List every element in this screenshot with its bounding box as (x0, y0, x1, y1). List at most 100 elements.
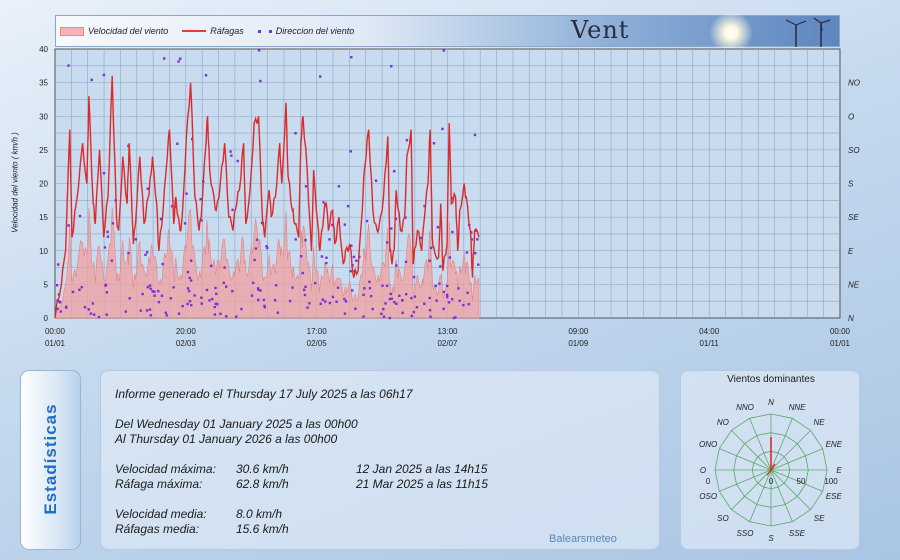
direction-point (401, 299, 404, 302)
rose-direction-label: NO (717, 418, 729, 427)
direction-point (325, 256, 328, 259)
direction-point (405, 138, 409, 142)
direction-point (165, 314, 168, 317)
direction-point (257, 298, 260, 302)
wind-rose: N NNE NE ENE E ESE SE SSE S SSO SO OSO O ONO NO NNO 0 0 50… (699, 398, 843, 543)
direction-point (435, 299, 438, 302)
direction-point (276, 311, 280, 314)
direction-point (344, 300, 348, 303)
direction-point (343, 297, 346, 301)
direction-point (395, 302, 398, 305)
rose-direction-label: ENE (826, 440, 843, 449)
stats-tab[interactable]: Estadísticas (20, 370, 81, 550)
direction-point (349, 150, 352, 153)
direction-point (234, 315, 238, 318)
direction-point (157, 300, 161, 304)
direction-point (322, 201, 325, 204)
rose-spoke (749, 469, 772, 522)
direction-point (337, 185, 341, 188)
direction-point (67, 64, 70, 67)
chart-title: Vent (571, 16, 630, 44)
max-gust-date: 21 Mar 2025 a las 11h15 (356, 477, 488, 491)
direction-point (176, 142, 179, 145)
direction-point (343, 223, 347, 226)
direction-point (151, 290, 154, 293)
direction-point (164, 311, 168, 314)
rose-direction-label: ONO (699, 440, 717, 449)
direction-point (466, 291, 469, 295)
direction-point (470, 238, 474, 241)
rose-spoke (770, 448, 823, 471)
direction-point (78, 288, 81, 292)
direction-point (262, 298, 266, 302)
direction-point (362, 315, 365, 318)
direction-point (141, 292, 144, 296)
legend-label-direction: Direccion del viento (275, 26, 355, 36)
direction-point (331, 223, 334, 227)
direction-point (153, 294, 156, 297)
rose-direction-label: E (836, 466, 842, 475)
direction-tick-label: N (848, 314, 854, 323)
direction-point (214, 286, 217, 290)
direction-point (294, 238, 297, 241)
direction-point (325, 261, 328, 265)
direction-point (193, 294, 196, 297)
direction-point (404, 216, 407, 219)
dot-swatch (257, 29, 272, 33)
direction-point (205, 288, 209, 292)
gust-line (54, 75, 480, 319)
direction-point (183, 222, 187, 225)
x-tick-date: 01/11 (699, 339, 719, 348)
wind-rose-panel: Vientos dominantes N NNE NE ENE E ESE SE SSE S SS… (680, 370, 860, 550)
rose-minor-spoke (766, 469, 772, 476)
y-tick-label: 5 (44, 280, 49, 289)
rose-scale-label: 100 (824, 477, 838, 486)
direction-point (331, 295, 335, 299)
direction-point (256, 287, 260, 290)
direction-point (473, 133, 477, 137)
direction-point (259, 79, 262, 83)
rose-direction-label: OSO (699, 492, 717, 501)
direction-point (350, 289, 354, 292)
direction-point (97, 315, 101, 319)
direction-point (304, 238, 307, 242)
direction-point (259, 289, 262, 292)
x-tick-time: 20:00 (176, 327, 197, 336)
direction-point (146, 285, 150, 289)
direction-point (186, 302, 189, 306)
x-tick-date: 01/01 (45, 339, 66, 348)
direction-point (200, 296, 203, 299)
wind-chart: 0 5 10 15 20 25 30 35 40 N NE E SE S SO O NO 00:00 01/01… (39, 45, 860, 348)
direction-point (454, 316, 457, 319)
direction-point (229, 150, 232, 153)
direction-point (335, 300, 338, 303)
direction-point (213, 305, 216, 309)
rose-scale-label: 0 (769, 477, 774, 486)
direction-point (209, 264, 213, 268)
line-swatch (182, 30, 207, 32)
rose-spoke (719, 469, 772, 492)
direction-point (157, 289, 160, 293)
x-tick-time: 13:00 (437, 327, 458, 336)
y-tick-label: 15 (39, 213, 48, 222)
direction-point (211, 297, 214, 301)
direction-point (273, 299, 277, 302)
direction-point (110, 259, 114, 262)
mean-gust-label: Ráfagas media: (115, 522, 200, 536)
direction-point (447, 301, 451, 304)
direction-point (219, 312, 222, 315)
y-axis-ticks: 0 5 10 15 20 25 30 35 40 (39, 45, 48, 323)
direction-point (257, 49, 261, 52)
direction-point (216, 302, 219, 306)
rose-minor-spoke (770, 463, 776, 471)
direction-axis-ticks: N NE E SE S SO O NO (848, 79, 860, 323)
direction-point (470, 231, 473, 234)
direction-point (452, 316, 456, 320)
y-tick-label: 20 (39, 180, 48, 189)
report-from: Del Wednesday 01 January 2025 a las 00h0… (115, 417, 358, 431)
direction-point (188, 300, 192, 303)
direction-point (350, 56, 353, 59)
rose-direction-label: O (700, 466, 706, 475)
direction-point (429, 315, 432, 318)
direction-point (477, 263, 480, 266)
